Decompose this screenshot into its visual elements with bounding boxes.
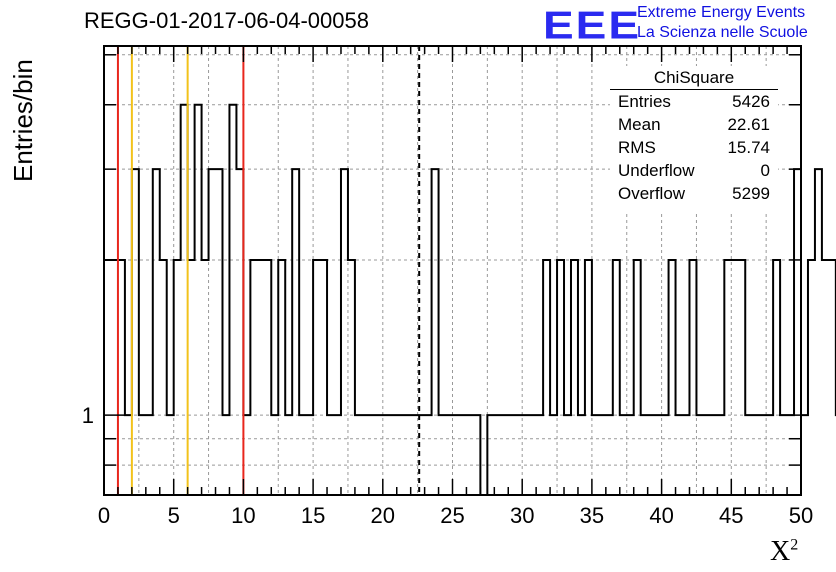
x-tick-label: 30	[510, 503, 534, 528]
x-tick-label: 25	[440, 503, 464, 528]
logo-line-1: Extreme Energy Events	[637, 4, 806, 21]
x-tick-label: 45	[719, 503, 743, 528]
stats-row-entries: Entries 5426	[618, 92, 770, 114]
stats-value: 15.74	[727, 138, 770, 157]
x-axis-label: X2	[770, 536, 799, 567]
stats-value: 5299	[732, 184, 770, 203]
x-tick-label: 35	[580, 503, 604, 528]
stats-row-underflow: Underflow 0	[618, 161, 770, 183]
logo-line-2: La Scienza nelle Scuole	[637, 24, 808, 41]
stats-value: 0	[760, 161, 770, 180]
stats-name: RMS	[618, 138, 656, 157]
x-tick-label: 15	[301, 503, 325, 528]
x-tick-label: 20	[371, 503, 395, 528]
stats-name: Entries	[618, 92, 671, 111]
stats-row-mean: Mean 22.61	[618, 115, 770, 137]
stats-title: ChiSquare	[610, 68, 778, 90]
stats-name: Mean	[618, 115, 661, 134]
stats-box: ChiSquare Entries 5426 Mean 22.61 RMS 15…	[610, 66, 778, 212]
x-tick-label: 5	[168, 503, 180, 528]
chart-title: REGG-01-2017-06-04-00058	[84, 8, 369, 33]
stats-name: Overflow	[618, 184, 686, 203]
stats-row-overflow: Overflow 5299	[618, 184, 770, 206]
x-tick-label: 50	[789, 503, 813, 528]
x-tick-label: 10	[231, 503, 255, 528]
eee-logo: EEE Extreme Energy Events La Scienza nel…	[543, 2, 833, 50]
stats-name: Underflow	[618, 161, 695, 180]
x-tick-label: 0	[98, 503, 110, 528]
stats-value: 22.61	[727, 115, 770, 134]
logo-mark: EEE	[543, 2, 642, 48]
stats-row-rms: RMS 15.74	[618, 138, 770, 160]
y-tick-label: 1	[82, 403, 94, 428]
x-tick-label: 40	[649, 503, 673, 528]
histogram-line	[104, 103, 836, 496]
stats-value: 5426	[732, 92, 770, 111]
